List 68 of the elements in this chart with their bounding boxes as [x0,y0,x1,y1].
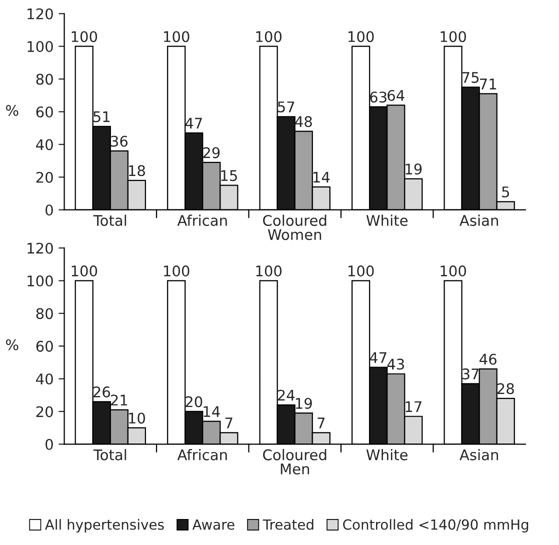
data-label: 57 [278,102,294,112]
legend-label: All hypertensives [45,519,164,532]
x-axis-title: Women [268,229,322,240]
data-label: 100 [164,31,190,42]
data-label: 21 [110,394,128,406]
data-label: 51 [93,111,110,122]
y-tick-label: 100 [28,41,53,52]
data-label: 19 [406,164,422,175]
data-label: 43 [387,358,404,370]
x-tick-label: Asian [460,449,498,460]
data-label: 100 [348,31,374,42]
x-tick-label: White [366,449,408,460]
x-axis-title: Men [280,464,310,474]
legend-label: Aware [192,519,234,530]
data-label: 5 [502,186,509,198]
y-tick-label: 60 [36,106,53,118]
data-label: 28 [497,383,514,394]
y-tick-label: 20 [36,172,53,183]
x-tick-label: White [366,214,408,226]
data-label: 100 [72,31,98,42]
data-label: 29 [203,147,220,158]
data-label: 46 [480,354,496,365]
x-tick-label: Asian [460,214,498,226]
legend-label: Treated [262,519,314,530]
data-label: 20 [186,396,202,408]
y-tick-label: 0 [46,204,53,216]
y-tick-label: 0 [46,438,53,450]
y-tick-label: 60 [36,340,53,352]
data-label: 18 [129,165,145,176]
legend-label: Controlled <140/90 mmHg [343,519,528,532]
x-tick-label: Total [93,214,126,226]
y-tick-label: 20 [36,406,53,418]
data-label: 63 [370,92,386,103]
data-label: 100 [440,265,466,276]
x-tick-label: Coloured [263,449,326,460]
y-tick-label: 100 [28,275,53,286]
data-label: 36 [111,136,128,147]
y-tick-label: 80 [36,308,53,320]
data-label: 10 [129,412,145,424]
data-label: 7 [225,418,232,428]
data-label: 14 [204,406,220,417]
y-axis-title: % [6,104,18,116]
data-label: 64 [388,90,404,101]
y-axis-title: % [6,339,18,350]
y-tick-label: 80 [36,74,53,85]
data-label: 71 [480,78,496,90]
x-tick-label: Coloured [263,214,326,226]
data-label: 75 [462,72,479,83]
data-label: 100 [256,265,282,276]
data-label: 7 [318,418,325,428]
y-tick-label: 120 [28,8,53,20]
data-label: 100 [164,265,190,276]
data-label: 100 [256,31,282,42]
data-label: 19 [296,398,312,409]
data-label: 100 [440,31,466,42]
data-label: 26 [93,386,110,398]
y-tick-label: 40 [36,139,53,150]
x-tick-label: African [177,214,227,226]
x-tick-label: African [177,449,227,460]
data-label: 14 [313,172,330,183]
data-label: 100 [348,265,374,276]
data-label: 48 [295,116,312,128]
y-tick-label: 120 [28,242,53,254]
x-tick-label: Total [93,449,126,460]
data-label: 17 [406,401,422,412]
y-tick-label: 40 [36,373,53,385]
data-label: 15 [221,170,237,182]
data-label: 100 [72,265,98,276]
